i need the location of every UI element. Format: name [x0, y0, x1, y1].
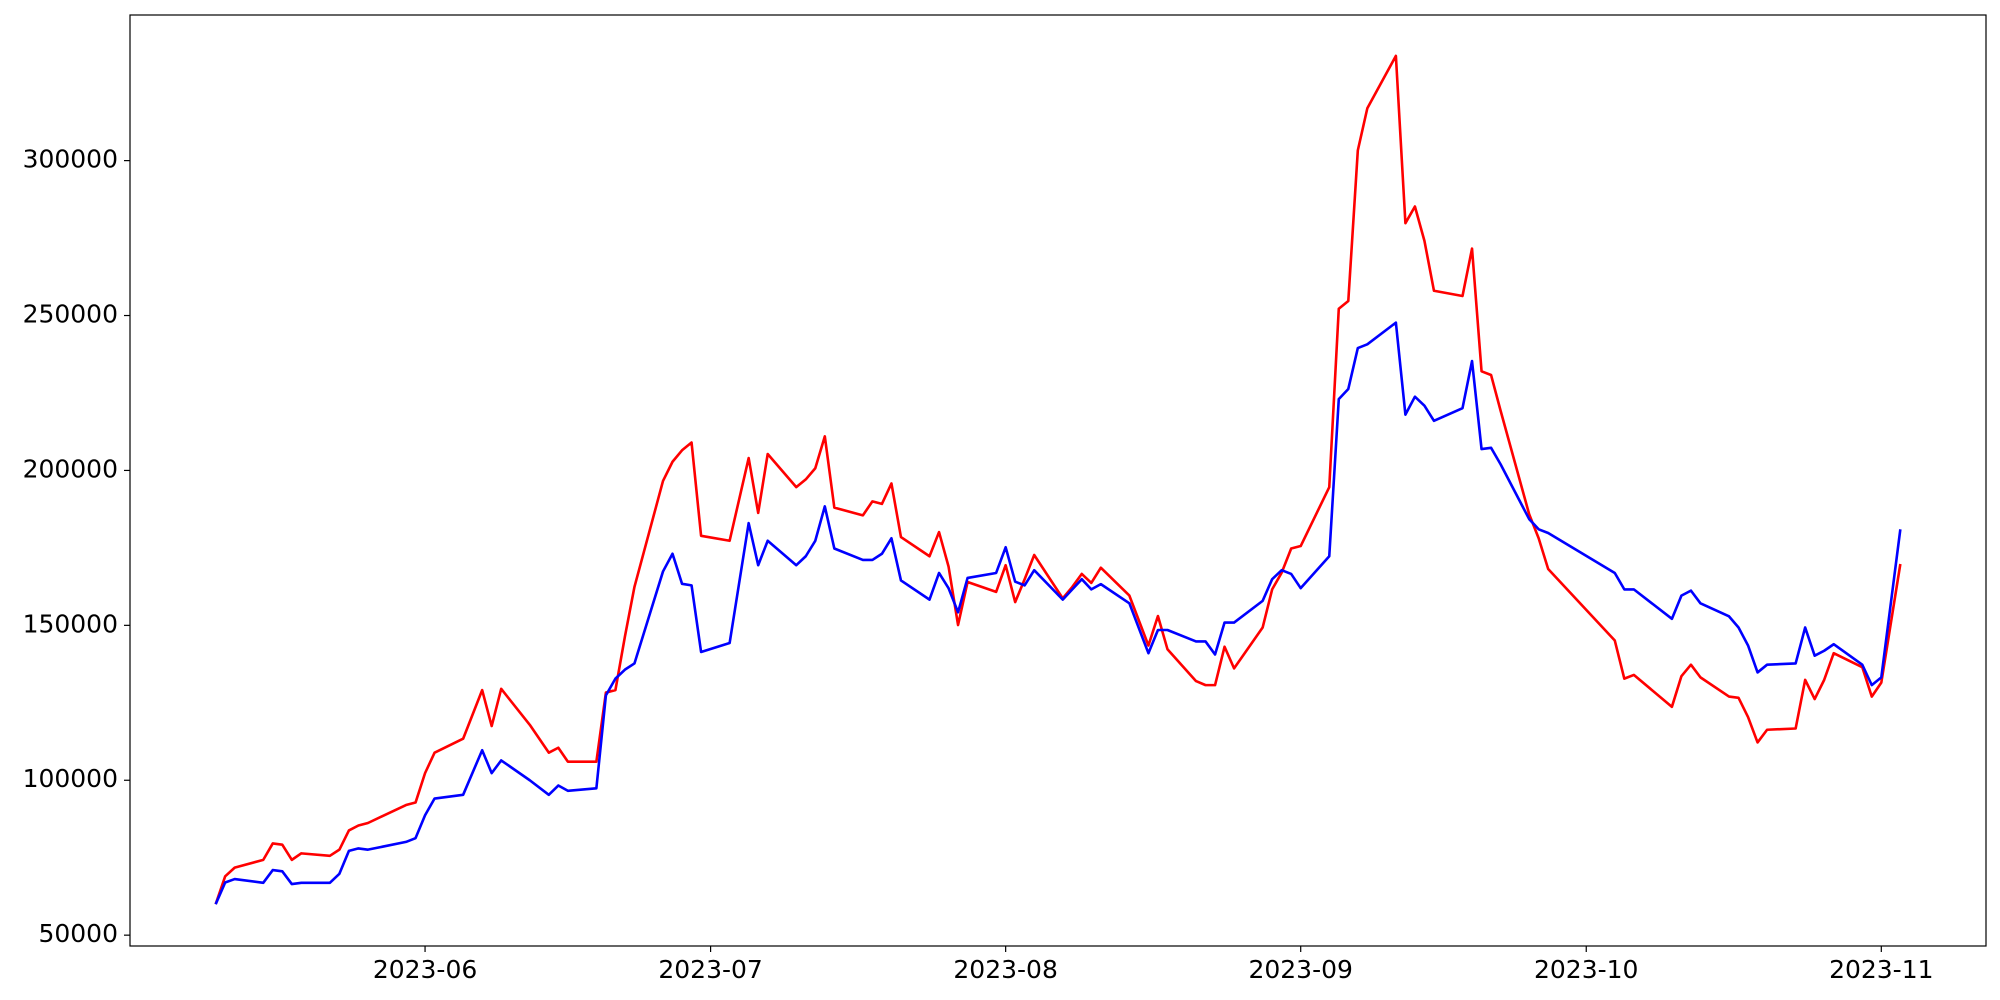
- line-series: [214, 54, 1902, 905]
- y-tick-label: 50000: [38, 919, 118, 948]
- x-tick-label: 2023-06: [373, 955, 477, 984]
- y-tick-label: 300000: [23, 145, 118, 174]
- y-tick-label: 200000: [23, 454, 118, 483]
- x-tick-label: 2023-07: [658, 955, 762, 984]
- x-tick-label: 2023-11: [1829, 955, 1933, 984]
- plot-frame: [129, 14, 1987, 947]
- x-tick-label: 2023-09: [1248, 955, 1352, 984]
- y-tick-label: 250000: [23, 300, 118, 329]
- line-series: [214, 321, 1902, 905]
- y-tick-label: 100000: [23, 764, 118, 793]
- x-tick-label: 2023-10: [1534, 955, 1638, 984]
- x-tick-label: 2023-08: [953, 955, 1057, 984]
- y-tick-label: 150000: [23, 609, 118, 638]
